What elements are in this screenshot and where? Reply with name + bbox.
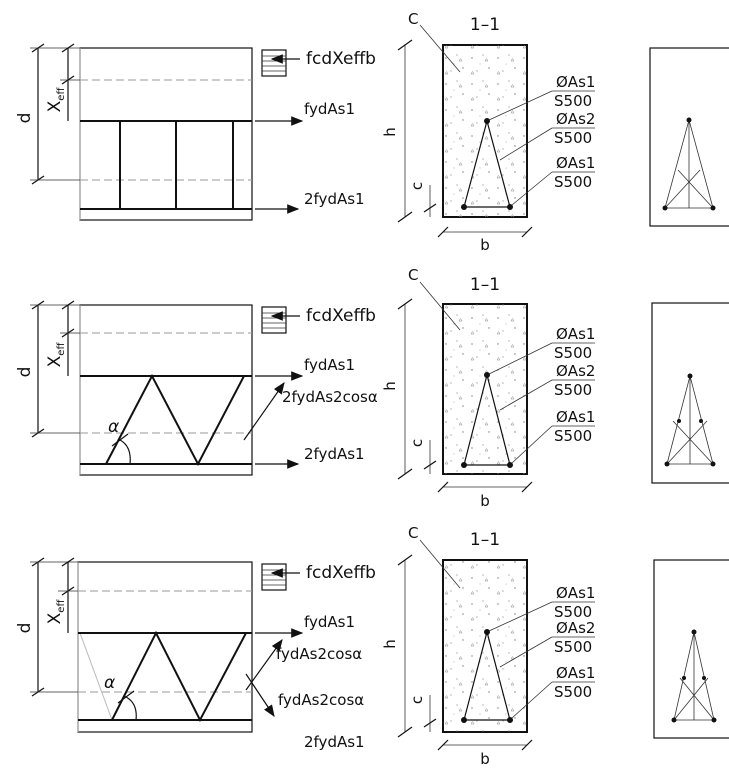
dim-label-d-3: d	[15, 623, 35, 634]
svg-text:ØAs1: ØAs1	[556, 408, 595, 426]
force-label-top-3: fcdXeffb	[306, 563, 376, 583]
dim-label-xeff: Xeff	[45, 87, 67, 113]
panel-1: d Xeff fcdXeffb fydAs1 2fydAs1 1–1 C	[15, 10, 729, 254]
beam-elevation-3	[77, 561, 253, 733]
stress-block-icon-2	[261, 306, 287, 334]
svg-text:S500: S500	[554, 638, 592, 656]
dim-label-c-2: c	[408, 439, 426, 447]
svg-text:ØAs2: ØAs2	[556, 362, 595, 380]
angle-arc-3	[123, 695, 137, 721]
svg-text:S500: S500	[554, 381, 592, 399]
rebar-callouts-1: ØAs1 S500 ØAs2 S500 ØAs1 S500	[488, 73, 595, 206]
dimension-h-1	[397, 39, 437, 223]
beam-elevation-1	[79, 47, 253, 221]
force-arrow-diag-down-3	[245, 673, 275, 717]
stress-block-icon-3	[261, 563, 287, 591]
svg-text:ØAs1: ØAs1	[556, 73, 595, 91]
dim-label-d-2: d	[15, 367, 35, 378]
section-label-2: 1–1	[470, 275, 500, 295]
dim-label-b-1: b	[480, 236, 490, 254]
section-label-1: 1–1	[470, 15, 500, 35]
force-label-diag-down-3: fydAs2cosα	[278, 691, 364, 709]
cross-section-1	[442, 44, 528, 218]
dimension-h-3	[397, 554, 437, 738]
concrete-label-3: C	[408, 524, 418, 542]
svg-text:ØAs2: ØAs2	[556, 110, 595, 128]
dim-label-h-2: h	[381, 381, 399, 391]
svg-text:S500: S500	[554, 344, 592, 362]
dim-label-d: d	[15, 113, 35, 124]
dim-label-b-3: b	[480, 750, 490, 768]
svg-text:S500: S500	[554, 92, 592, 110]
svg-text:ØAs1: ØAs1	[556, 154, 595, 172]
force-label-bot-2: 2fydAs1	[304, 445, 365, 463]
svg-text:ØAs1: ØAs1	[556, 584, 595, 602]
force-label-bot-3: 2fydAs1	[304, 733, 365, 751]
svg-text:S500: S500	[554, 603, 592, 621]
dim-label-h-1: h	[381, 127, 399, 137]
svg-text:ØAs2: ØAs2	[556, 619, 595, 637]
beam-elevation-2	[79, 304, 253, 476]
force-label-top-2: fcdXeffb	[306, 306, 376, 326]
cross-section-3	[442, 559, 528, 733]
cross-section-2	[442, 303, 528, 475]
dim-label-xeff-2: Xeff	[45, 342, 67, 368]
dim-label-h-3: h	[381, 639, 399, 649]
force-label-top-1: fcdXeffb	[306, 49, 376, 69]
svg-text:ØAs1: ØAs1	[556, 325, 595, 343]
stress-block-icon-1	[261, 49, 287, 77]
svg-text:S500: S500	[554, 173, 592, 191]
rebar-callouts-2: ØAs1 S500 ØAs2 S500 ØAs1 S500	[488, 325, 595, 464]
dimension-lines-3	[30, 557, 78, 697]
concrete-label-2: C	[408, 266, 418, 284]
small-section-2	[651, 302, 729, 484]
panel-3: d Xeff α fcdXeffb fydAs1 fydAs2cosα fydA…	[15, 524, 729, 768]
force-label-diag-2: 2fydAs2cosα	[282, 388, 378, 406]
dim-label-xeff-3: Xeff	[45, 599, 67, 625]
dim-label-b-2: b	[480, 492, 490, 510]
angle-label-alpha-3: α	[104, 673, 115, 693]
section-label-3: 1–1	[470, 530, 500, 550]
angle-label-alpha-2: α	[108, 417, 119, 437]
svg-text:ØAs1: ØAs1	[556, 664, 595, 682]
concrete-label-1: C	[408, 10, 418, 28]
svg-text:S500: S500	[554, 683, 592, 701]
svg-text:S500: S500	[554, 427, 592, 445]
rebar-callouts-3: ØAs1 S500 ØAs2 S500 ØAs1 S500	[488, 584, 595, 719]
small-section-3	[653, 559, 729, 739]
svg-text:S500: S500	[554, 129, 592, 147]
panel-2: d Xeff α fcdXeffb fydAs1 2fydAs2cosα 2fy…	[15, 266, 729, 510]
dimension-lines-1	[30, 43, 80, 185]
force-label-bot-1: 2fydAs1	[304, 190, 365, 208]
force-label-mid-1: fydAs1	[304, 100, 355, 118]
force-label-diag-up-3: fydAs2cosα	[276, 645, 362, 663]
angle-arc-2	[117, 438, 131, 465]
force-arrow-diag-up-3	[245, 639, 283, 691]
force-label-mid-3: fydAs1	[304, 613, 355, 631]
dimension-h-2	[397, 298, 437, 480]
dim-label-c-3: c	[408, 696, 426, 704]
force-arrow-diag-2	[243, 382, 285, 441]
force-label-mid-2: fydAs1	[304, 356, 355, 374]
dimension-lines-2	[30, 300, 80, 438]
small-section-1	[649, 47, 729, 227]
dim-label-c-1: c	[408, 182, 426, 190]
